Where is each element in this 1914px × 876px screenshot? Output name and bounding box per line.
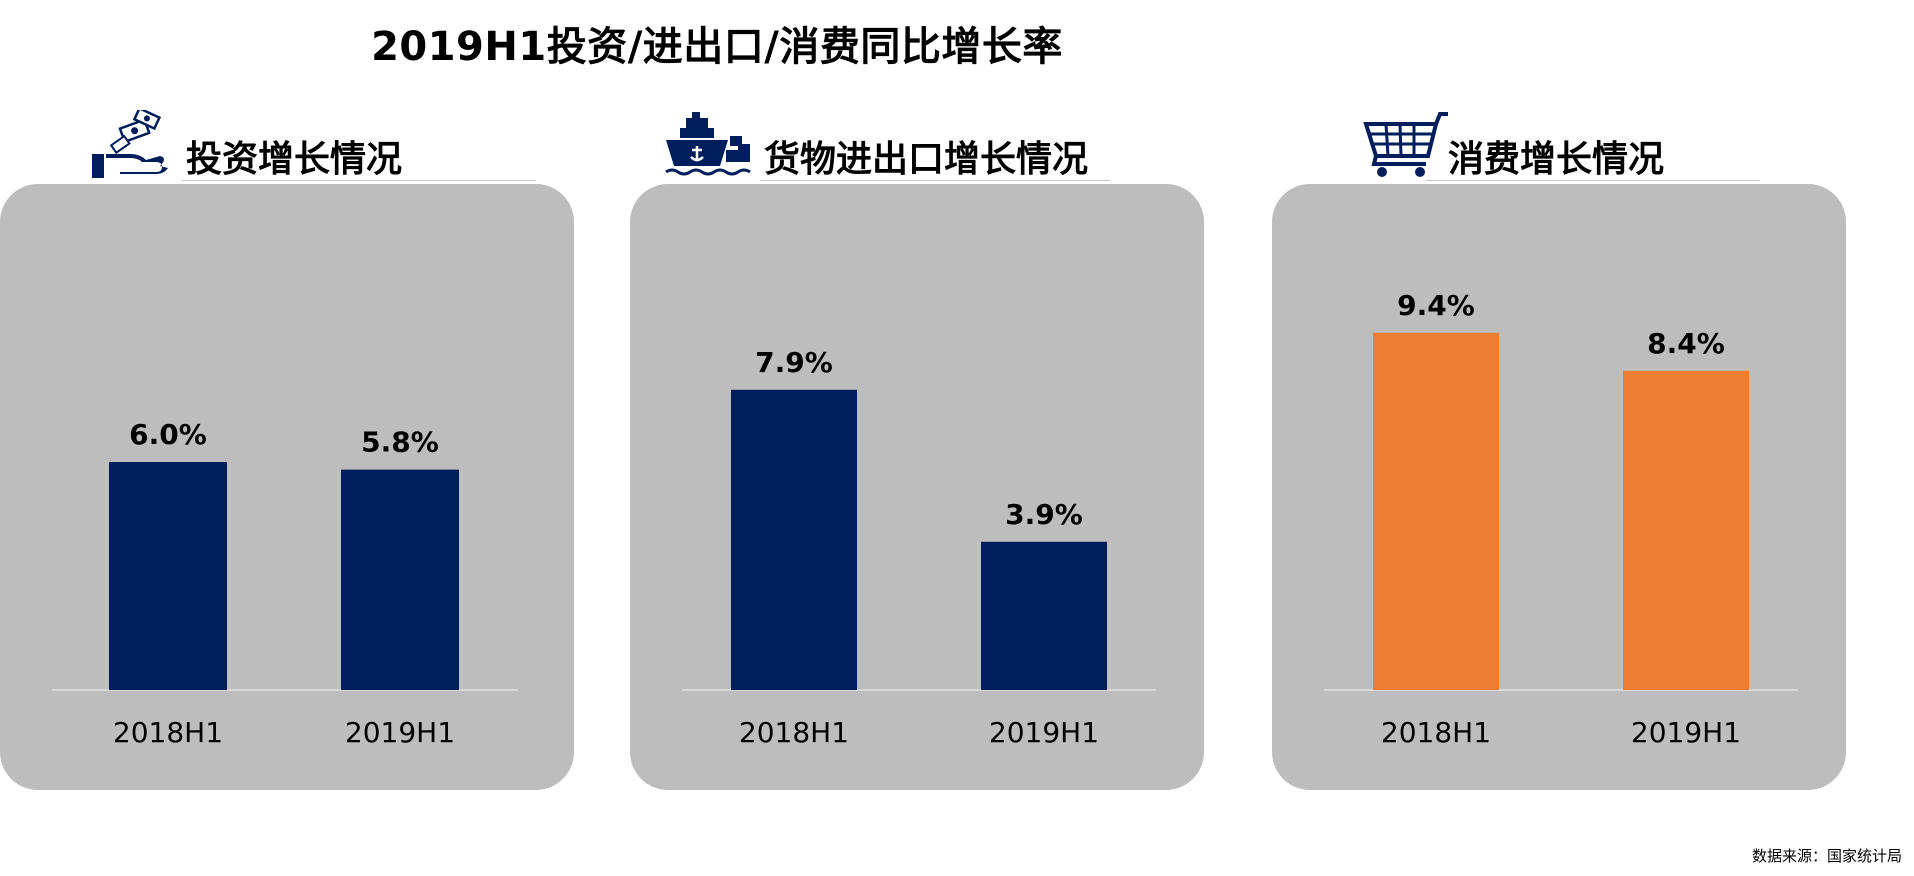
section-title-investment: 投资增长情况	[186, 139, 403, 180]
section-underline	[1426, 180, 1760, 181]
section-title-trade: 货物进出口增长情况	[764, 139, 1089, 180]
data-label-2018H1: 6.0%	[129, 418, 207, 451]
section-underline	[182, 180, 536, 181]
x-tick-label-2018H1: 2018H1	[739, 716, 849, 749]
data-label-2019H1: 8.4%	[1647, 327, 1725, 360]
x-tick-label-2019H1: 2019H1	[989, 716, 1099, 749]
section-title-consumption: 消费增长情况	[1448, 139, 1665, 180]
x-tick-label-2018H1: 2018H1	[1381, 716, 1491, 749]
data-label-2018H1: 7.9%	[755, 346, 833, 379]
x-tick-label-2019H1: 2019H1	[1631, 716, 1741, 749]
x-tick-label-2018H1: 2018H1	[113, 716, 223, 749]
data-label-2019H1: 3.9%	[1005, 498, 1083, 531]
chart-panel-consumption: 9.4% 2018H1 8.4% 2019H1	[1272, 184, 1846, 790]
section-header-investment: 投资增长情况	[90, 100, 536, 182]
bar-2019H1	[1623, 370, 1749, 690]
bar-2018H1	[1373, 332, 1499, 690]
bar-2019H1	[981, 541, 1107, 690]
data-label-2018H1: 9.4%	[1397, 289, 1475, 322]
cargo-ship-icon	[664, 110, 752, 182]
section-underline	[760, 180, 1110, 181]
bar-2018H1	[109, 462, 227, 690]
section-header-consumption: 消费增长情况	[1360, 100, 1760, 182]
bar-2019H1	[341, 469, 459, 690]
bar-2018H1	[731, 389, 857, 690]
shopping-cart-icon	[1360, 110, 1448, 182]
chart-panel-investment: 6.0% 2018H1 5.8% 2019H1	[0, 184, 574, 790]
x-tick-label-2019H1: 2019H1	[345, 716, 455, 749]
chart-investment: 6.0% 2018H1 5.8% 2019H1	[52, 418, 518, 749]
money-hand-icon	[90, 106, 178, 182]
chart-panel-trade: 7.9% 2018H1 3.9% 2019H1	[630, 184, 1204, 790]
section-header-trade: 货物进出口增长情况	[664, 100, 1114, 182]
page-title: 2019H1投资/进出口/消费同比增长率	[371, 24, 1063, 70]
data-source-note: 数据来源：国家统计局	[1751, 847, 1902, 865]
chart-consumption: 9.4% 2018H1 8.4% 2019H1	[1324, 289, 1798, 749]
data-label-2019H1: 5.8%	[361, 426, 439, 459]
chart-trade: 7.9% 2018H1 3.9% 2019H1	[682, 346, 1156, 749]
